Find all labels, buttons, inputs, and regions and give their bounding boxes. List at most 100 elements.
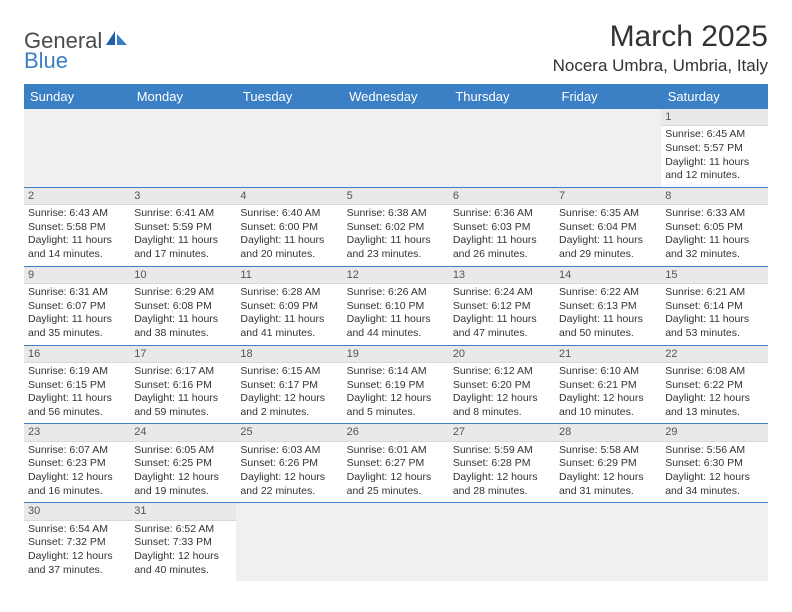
day-line: Daylight: 11 hours	[665, 156, 763, 170]
day-line: Sunrise: 5:59 AM	[453, 444, 551, 458]
day-body: Sunrise: 6:43 AMSunset: 5:58 PMDaylight:…	[24, 205, 130, 266]
day-line: and 28 minutes.	[453, 485, 551, 499]
day-line: Daylight: 12 hours	[240, 471, 338, 485]
calendar-day: 10Sunrise: 6:29 AMSunset: 6:08 PMDayligh…	[130, 266, 236, 345]
day-number: 3	[130, 188, 236, 205]
day-line: and 20 minutes.	[240, 248, 338, 262]
day-line: Sunset: 5:58 PM	[28, 221, 126, 235]
day-line: Daylight: 12 hours	[559, 471, 657, 485]
day-number: 17	[130, 346, 236, 363]
calendar-blank	[343, 109, 449, 187]
location: Nocera Umbra, Umbria, Italy	[553, 56, 768, 76]
day-line: Daylight: 11 hours	[347, 313, 445, 327]
calendar-body: 1Sunrise: 6:45 AMSunset: 5:57 PMDaylight…	[24, 109, 768, 581]
day-line: and 25 minutes.	[347, 485, 445, 499]
logo-subtext: Blue	[24, 48, 68, 74]
day-number: 24	[130, 424, 236, 441]
day-line: and 2 minutes.	[240, 406, 338, 420]
day-line: Sunset: 6:04 PM	[559, 221, 657, 235]
day-number: 18	[236, 346, 342, 363]
day-line: Sunset: 6:09 PM	[240, 300, 338, 314]
day-line: Sunrise: 6:31 AM	[28, 286, 126, 300]
day-body: Sunrise: 6:08 AMSunset: 6:22 PMDaylight:…	[661, 363, 767, 424]
calendar-blank	[449, 109, 555, 187]
day-body: Sunrise: 6:19 AMSunset: 6:15 PMDaylight:…	[24, 363, 130, 424]
day-number: 4	[236, 188, 342, 205]
day-body: Sunrise: 6:22 AMSunset: 6:13 PMDaylight:…	[555, 284, 661, 345]
day-line: Sunrise: 6:19 AM	[28, 365, 126, 379]
day-number: 14	[555, 267, 661, 284]
day-line: and 40 minutes.	[134, 564, 232, 578]
weekday-header: Sunday	[24, 84, 130, 109]
calendar-day: 27Sunrise: 5:59 AMSunset: 6:28 PMDayligh…	[449, 424, 555, 503]
day-line: Sunset: 6:28 PM	[453, 457, 551, 471]
day-line: Sunrise: 6:33 AM	[665, 207, 763, 221]
day-number: 15	[661, 267, 767, 284]
day-line: and 37 minutes.	[28, 564, 126, 578]
day-body: Sunrise: 6:21 AMSunset: 6:14 PMDaylight:…	[661, 284, 767, 345]
day-line: Sunset: 6:00 PM	[240, 221, 338, 235]
day-line: Sunset: 6:12 PM	[453, 300, 551, 314]
day-line: and 13 minutes.	[665, 406, 763, 420]
calendar-day: 17Sunrise: 6:17 AMSunset: 6:16 PMDayligh…	[130, 345, 236, 424]
calendar-day: 23Sunrise: 6:07 AMSunset: 6:23 PMDayligh…	[24, 424, 130, 503]
day-line: and 35 minutes.	[28, 327, 126, 341]
day-line: Daylight: 12 hours	[665, 471, 763, 485]
day-line: Daylight: 11 hours	[134, 234, 232, 248]
day-line: and 5 minutes.	[347, 406, 445, 420]
month-title: March 2025	[553, 20, 768, 54]
calendar-day: 6Sunrise: 6:36 AMSunset: 6:03 PMDaylight…	[449, 187, 555, 266]
day-line: and 10 minutes.	[559, 406, 657, 420]
day-line: Sunset: 7:32 PM	[28, 536, 126, 550]
weekday-header: Tuesday	[236, 84, 342, 109]
day-number: 16	[24, 346, 130, 363]
day-line: Daylight: 11 hours	[28, 313, 126, 327]
calendar-day: 29Sunrise: 5:56 AMSunset: 6:30 PMDayligh…	[661, 424, 767, 503]
calendar-day: 15Sunrise: 6:21 AMSunset: 6:14 PMDayligh…	[661, 266, 767, 345]
calendar-day: 19Sunrise: 6:14 AMSunset: 6:19 PMDayligh…	[343, 345, 449, 424]
day-line: Daylight: 11 hours	[134, 392, 232, 406]
day-line: Daylight: 11 hours	[453, 234, 551, 248]
day-number: 11	[236, 267, 342, 284]
day-line: Sunset: 6:13 PM	[559, 300, 657, 314]
day-line: Daylight: 11 hours	[240, 313, 338, 327]
day-body: Sunrise: 6:41 AMSunset: 5:59 PMDaylight:…	[130, 205, 236, 266]
calendar-week: 30Sunrise: 6:54 AMSunset: 7:32 PMDayligh…	[24, 503, 768, 581]
day-body: Sunrise: 6:12 AMSunset: 6:20 PMDaylight:…	[449, 363, 555, 424]
day-body: Sunrise: 5:58 AMSunset: 6:29 PMDaylight:…	[555, 442, 661, 503]
day-line: and 59 minutes.	[134, 406, 232, 420]
day-line: Sunset: 6:22 PM	[665, 379, 763, 393]
day-line: Sunrise: 6:26 AM	[347, 286, 445, 300]
calendar-day: 9Sunrise: 6:31 AMSunset: 6:07 PMDaylight…	[24, 266, 130, 345]
day-line: Sunrise: 6:24 AM	[453, 286, 551, 300]
calendar-day: 20Sunrise: 6:12 AMSunset: 6:20 PMDayligh…	[449, 345, 555, 424]
day-body: Sunrise: 6:52 AMSunset: 7:33 PMDaylight:…	[130, 521, 236, 582]
day-number: 12	[343, 267, 449, 284]
day-line: and 56 minutes.	[28, 406, 126, 420]
day-line: Sunset: 6:17 PM	[240, 379, 338, 393]
day-line: Daylight: 12 hours	[347, 471, 445, 485]
calendar-day: 28Sunrise: 5:58 AMSunset: 6:29 PMDayligh…	[555, 424, 661, 503]
day-line: Sunrise: 6:36 AM	[453, 207, 551, 221]
day-body: Sunrise: 6:01 AMSunset: 6:27 PMDaylight:…	[343, 442, 449, 503]
day-line: Sunset: 6:02 PM	[347, 221, 445, 235]
day-line: Sunrise: 6:28 AM	[240, 286, 338, 300]
day-line: Sunrise: 6:43 AM	[28, 207, 126, 221]
day-line: Daylight: 11 hours	[559, 313, 657, 327]
day-number: 22	[661, 346, 767, 363]
calendar-day: 16Sunrise: 6:19 AMSunset: 6:15 PMDayligh…	[24, 345, 130, 424]
day-line: Daylight: 12 hours	[240, 392, 338, 406]
day-line: Sunrise: 6:10 AM	[559, 365, 657, 379]
calendar-day: 5Sunrise: 6:38 AMSunset: 6:02 PMDaylight…	[343, 187, 449, 266]
day-line: and 38 minutes.	[134, 327, 232, 341]
day-body: Sunrise: 6:17 AMSunset: 6:16 PMDaylight:…	[130, 363, 236, 424]
calendar-blank	[130, 109, 236, 187]
day-line: and 16 minutes.	[28, 485, 126, 499]
day-line: Sunset: 6:15 PM	[28, 379, 126, 393]
calendar-day: 12Sunrise: 6:26 AMSunset: 6:10 PMDayligh…	[343, 266, 449, 345]
day-body: Sunrise: 6:07 AMSunset: 6:23 PMDaylight:…	[24, 442, 130, 503]
day-body: Sunrise: 6:03 AMSunset: 6:26 PMDaylight:…	[236, 442, 342, 503]
day-line: Sunrise: 6:05 AM	[134, 444, 232, 458]
day-line: Daylight: 12 hours	[453, 392, 551, 406]
calendar-blank	[236, 503, 342, 581]
